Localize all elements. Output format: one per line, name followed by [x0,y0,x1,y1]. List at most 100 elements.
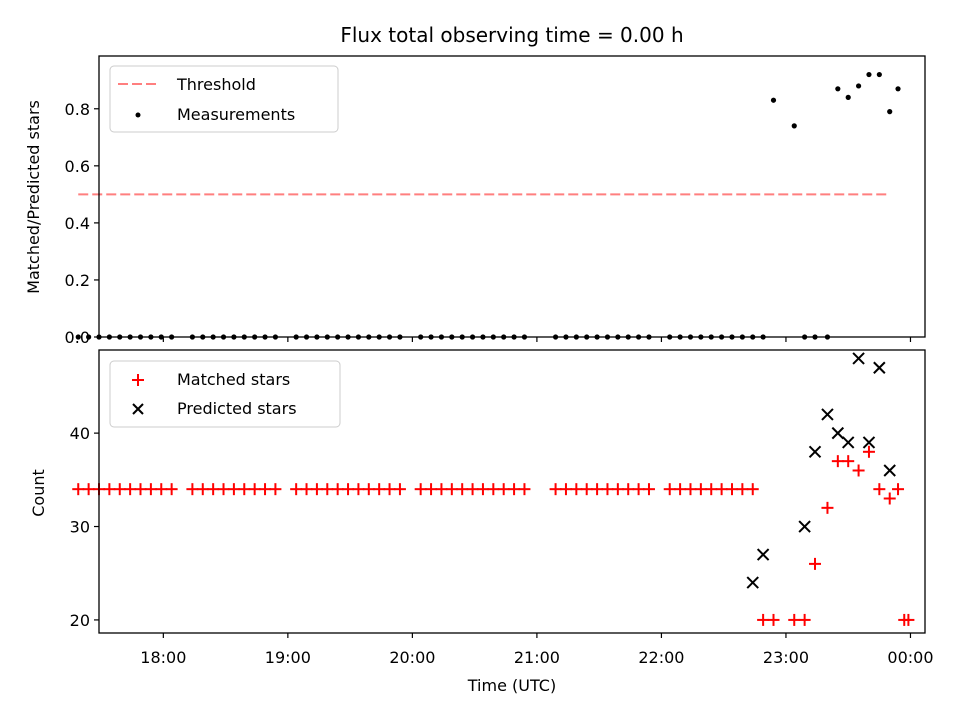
matched-star-point [549,483,562,496]
x-tick-label: 22:00 [638,648,684,667]
matched-star-point [445,483,458,496]
matched-star-point [518,483,531,496]
predicted-star-point [821,408,834,421]
matched-star-point [383,483,396,496]
matched-star-point [852,464,865,477]
matched-star-point [862,445,875,458]
matched-star-point [715,483,728,496]
matched-star-point [310,483,323,496]
measurement-point [770,97,777,103]
matched-star-point [290,483,303,496]
y-tick-label: 0.6 [65,157,90,176]
matched-star-point [757,613,770,626]
matched-star-point [186,483,199,496]
y-tick-label: 40 [70,424,90,443]
x-tick-label: 21:00 [514,648,560,667]
bottom-legend-box [109,360,341,428]
x-tick-label: 20:00 [389,648,435,667]
matched-star-point [124,483,137,496]
matched-star-point [694,483,707,496]
matched-star-point [746,483,759,496]
bottom-legend: Matched stars Predicted stars [109,360,341,428]
matched-star-point [674,483,687,496]
measurement-point [855,83,862,89]
matched-star-point [642,483,655,496]
matched-star-point [622,483,635,496]
matched-star-point [362,483,375,496]
top-panel: Matched/Predicted stars 0.00.20.40.60.8 … [24,55,926,347]
bottom-panel: Count 20 30 40 18:00 19:00 20:00 21:00 22:00 23… [29,349,934,695]
predicted-star-point [842,436,855,449]
matched-star-point [601,483,614,496]
matched-star-point [476,483,489,496]
matched-star-point [591,483,604,496]
legend-measurements-swatch [135,112,141,118]
matched-star-point [842,455,855,468]
matched-star-point [72,483,85,496]
matched-star-point [456,483,469,496]
measurement-point [895,86,901,92]
figure-title: Flux total observing time = 0.00 h [340,23,683,47]
matched-star-point [155,483,168,496]
legend-predicted-label: Predicted stars [177,399,297,418]
matched-star-point [196,483,209,496]
matched-star-point [227,483,240,496]
matched-star-point [892,483,905,496]
matched-star-point [798,613,811,626]
y-tick-label: 0.2 [65,271,90,290]
matched-star-point [508,483,521,496]
matched-star-point [134,483,147,496]
matched-star-point [435,483,448,496]
matched-star-point [497,483,510,496]
matched-star-point [809,557,822,570]
x-tick-label: 00:00 [887,648,933,667]
matched-star-point [248,483,261,496]
matched-star-point [663,483,676,496]
bottom-y-axis-label: Count [29,469,48,517]
matched-star-point [342,483,355,496]
top-legend: Threshold Measurements [109,65,339,133]
matched-star-point [821,501,834,514]
top-legend-box [109,65,339,133]
predicted-star-point [862,436,876,449]
measurement-point [835,86,841,92]
measurement-point [791,123,797,129]
matched-star-point [217,483,230,496]
predicted-star-point [746,576,759,589]
matched-star-point [113,483,126,496]
measurement-point [866,71,872,78]
legend-measurements-label: Measurements [177,105,295,124]
bottom-y-ticks: 20 30 40 [70,424,99,630]
predicted-star-point [756,548,770,561]
matched-star-point [632,483,645,496]
predicted-star-point [798,520,811,533]
matched-star-point [902,613,915,626]
matched-star-point [767,613,780,626]
matched-star-point [321,483,334,496]
matched-star-point [570,483,583,496]
matched-star-point [873,483,886,496]
y-tick-label: 30 [70,518,90,537]
matched-star-point [82,483,95,496]
matched-star-point [259,483,272,496]
legend-matched-label: Matched stars [177,370,290,389]
x-tick-label: 18:00 [140,648,186,667]
measurement-point [75,334,81,340]
legend-matched-swatch [132,374,144,386]
matched-star-point [883,492,896,505]
top-y-axis-label: Matched/Predicted stars [24,100,43,294]
bottom-x-ticks: 18:00 19:00 20:00 21:00 22:00 23:00 00:00 [140,633,934,667]
matched-star-point [684,483,697,496]
matched-star-point [736,483,749,496]
y-tick-label: 0.4 [65,214,90,233]
matched-star-point [165,483,178,496]
top-x-ticks [162,337,912,342]
x-tick-label: 23:00 [763,648,809,667]
measurement-point [887,109,893,115]
predicted-star-point [852,352,865,365]
legend-predicted-swatch [132,403,144,415]
measurement-point [845,94,851,100]
predicted-star-point [883,464,896,477]
matched-star-point [144,483,157,496]
bottom-axes-frame [98,349,926,634]
